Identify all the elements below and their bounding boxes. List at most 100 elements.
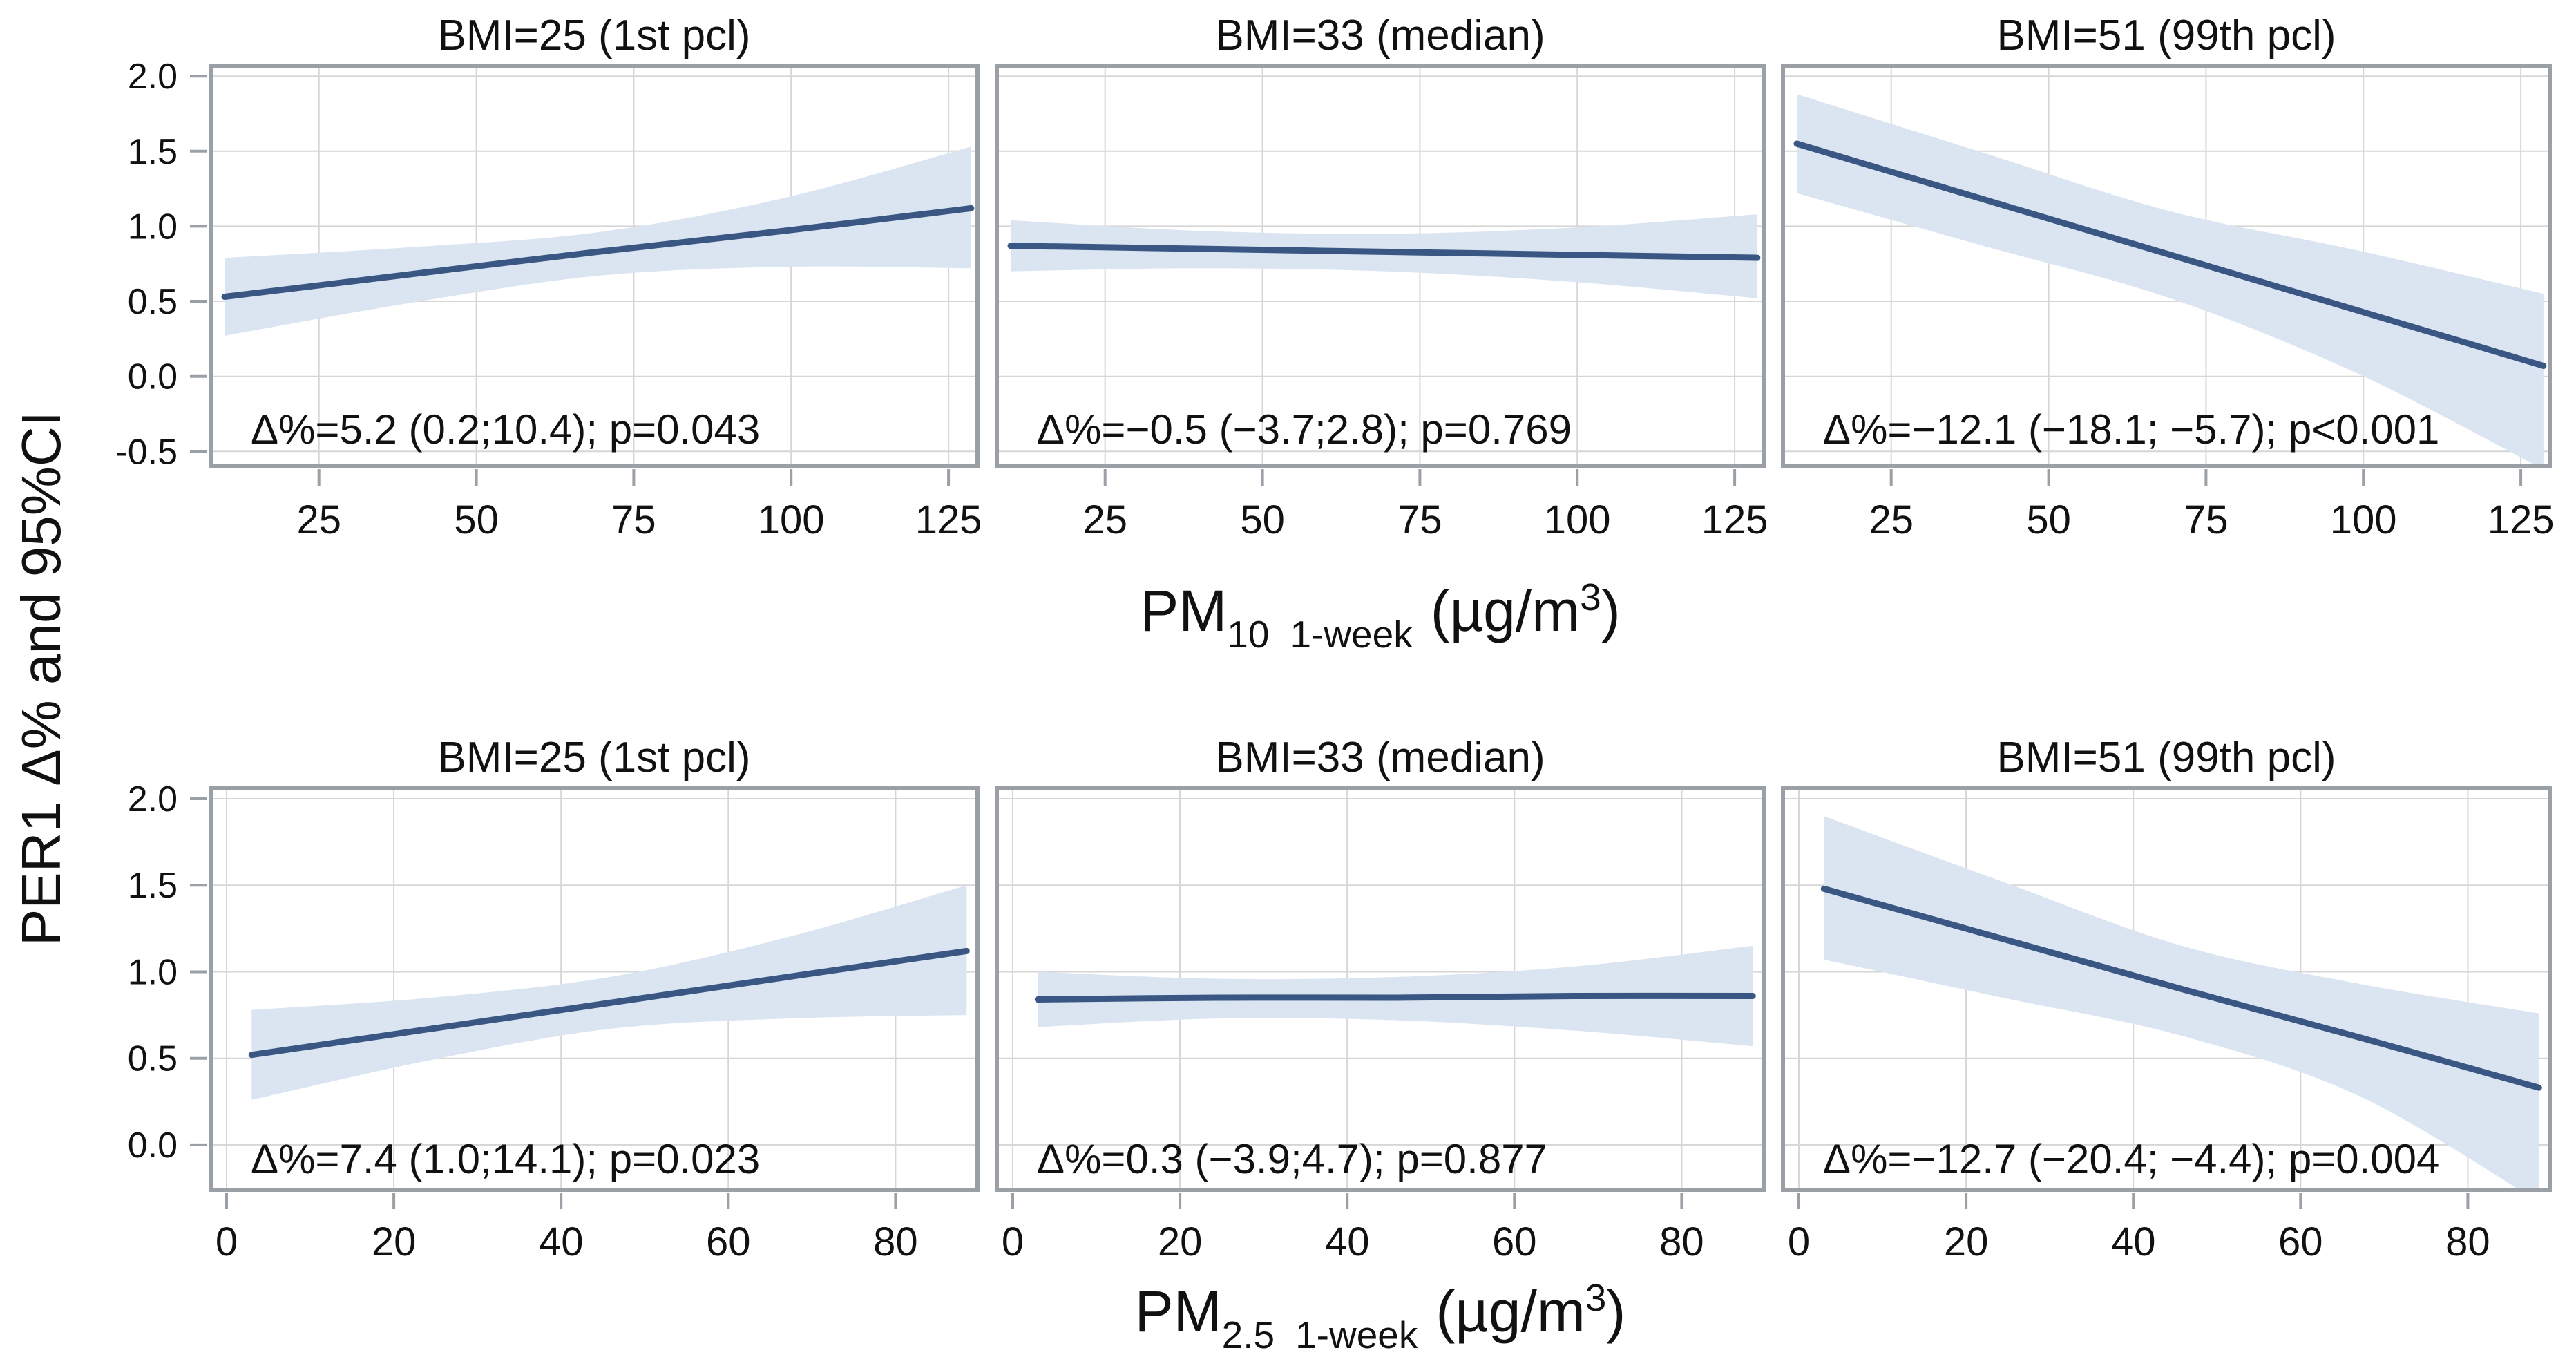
grid: [997, 66, 1764, 466]
x-tick-label: 40: [539, 1220, 584, 1264]
trend-line: [1820, 885, 2542, 1091]
x-tick-label: 50: [454, 497, 499, 542]
x-tick-label: 50: [2026, 497, 2071, 542]
unit-exponent: 3: [1585, 1276, 1607, 1319]
x-tick-label: 80: [873, 1220, 918, 1264]
x-tick-label: 25: [296, 497, 341, 542]
y-tick-label: 1.0: [128, 953, 178, 993]
trend-line: [1034, 992, 1756, 1003]
x-tick-label: 20: [372, 1220, 417, 1264]
confidence-band: [251, 885, 967, 1100]
x-tick-label: 0: [1002, 1220, 1024, 1264]
unit-close: ): [1601, 578, 1621, 643]
panel-border: [995, 64, 1766, 468]
panel-title: BMI=51 (99th pcl): [1996, 12, 2336, 59]
plot-panel: 25 50 75 100 125 2.0 1.5 1.0 0.5 0.0 -0.5 BMI=25 (1…: [115, 12, 982, 542]
y-axis-ticks: 2.0 1.5 1.0 0.5 0.0: [128, 779, 207, 1166]
effect-annotation: Δ%=−12.1 (−18.1; −5.7); p<0.001: [1823, 406, 2439, 453]
effect-annotation: Δ%=5.2 (0.2;10.4); p=0.043: [251, 406, 760, 453]
panel-border: [209, 786, 980, 1192]
pm-base: PM: [1134, 1279, 1222, 1344]
x-tick-label: 125: [915, 497, 982, 542]
panel-title: BMI=25 (1st pcl): [437, 12, 750, 59]
x-tick-label: 100: [1544, 497, 1611, 542]
x-tick-label: 100: [2330, 497, 2397, 542]
pm-size-subscript: 10: [1227, 613, 1270, 656]
panel-border: [1781, 64, 2552, 468]
unit-open: (µg/m: [1435, 1279, 1585, 1344]
x-axis-ticks: 25 50 75 100 125: [296, 469, 982, 542]
x-tick-label: 0: [1788, 1220, 1810, 1264]
x-axis-label-pm25: PM2.5 1-week (µg/m3): [211, 1276, 2550, 1356]
confidence-band: [1011, 214, 1757, 298]
x-axis-ticks: 25 50 75 100 125: [1869, 469, 2554, 542]
trend-line: [221, 205, 975, 300]
x-axis-label-pm10: PM10 1-week (µg/m3): [211, 576, 2550, 656]
confidence-band: [1797, 94, 2544, 466]
pm10-panel-row: 25 50 75 100 125 2.0 1.5 1.0 0.5 0.0 -0.5 BMI=25 (1…: [115, 12, 2554, 542]
plot-panel: 0 20 40 60 80 BMI=33 (median) Δ%=0.3 (−3.9;4.7…: [995, 734, 1766, 1264]
pm-base: PM: [1140, 578, 1228, 643]
x-tick-label: 100: [758, 497, 825, 542]
effect-annotation: Δ%=−0.5 (−3.7;2.8); p=0.769: [1037, 406, 1572, 453]
panel-border: [1781, 786, 2552, 1192]
x-tick-label: 80: [1659, 1220, 1704, 1264]
panel-title: BMI=33 (median): [1215, 734, 1545, 781]
y-tick-label: -0.5: [115, 432, 178, 472]
unit-exponent: 3: [1580, 576, 1601, 618]
panel-border: [209, 64, 980, 468]
trend-line: [1007, 243, 1761, 261]
y-tick-label: 0.0: [128, 1126, 178, 1166]
plot-panel: 0 20 40 60 80 BMI=51 (99th pcl) Δ%=−12.7 (−20.…: [1781, 734, 2552, 1264]
pm-window-subscript: 1-week: [1295, 1313, 1418, 1356]
panel-border: [995, 786, 1766, 1192]
x-tick-label: 125: [2488, 497, 2555, 542]
x-tick-label: 25: [1082, 497, 1127, 542]
x-tick-label: 75: [1397, 497, 1442, 542]
y-axis-ticks: 2.0 1.5 1.0 0.5 0.0 -0.5: [115, 57, 207, 472]
effect-annotation: Δ%=7.4 (1.0;14.1); p=0.023: [251, 1136, 760, 1182]
x-tick-label: 50: [1240, 497, 1285, 542]
x-tick-label: 125: [1701, 497, 1768, 542]
y-tick-label: 1.5: [128, 866, 178, 906]
y-tick-label: 0.5: [128, 1039, 178, 1079]
y-tick-label: 2.0: [128, 57, 178, 97]
x-tick-label: 60: [1492, 1220, 1537, 1264]
x-tick-label: 25: [1869, 497, 1914, 542]
pm25-panel-row: 0 20 40 60 80 2.0 1.5 1.0 0.5 0.0 BMI=25 (1st pcl)…: [128, 734, 2552, 1264]
panel-title: BMI=33 (median): [1215, 12, 1545, 59]
plot-panel: 0 20 40 60 80 2.0 1.5 1.0 0.5 0.0 BMI=25 (1st pcl)…: [128, 734, 980, 1264]
x-tick-label: 60: [706, 1220, 751, 1264]
plot-panel: 25 50 75 100 125 BMI=51 (99th pcl) Δ%=−12.1 (−…: [1781, 12, 2554, 542]
x-axis-ticks: 0 20 40 60 80: [1788, 1193, 2490, 1264]
confidence-band: [225, 146, 971, 336]
x-tick-label: 20: [1944, 1220, 1989, 1264]
trend-line: [248, 947, 970, 1059]
effect-annotation: Δ%=0.3 (−3.9;4.7); p=0.877: [1037, 1136, 1547, 1182]
y-tick-label: 1.0: [128, 207, 178, 247]
x-tick-label: 80: [2445, 1220, 2490, 1264]
unit-close: ): [1606, 1279, 1626, 1344]
pm-window-subscript: 1-week: [1290, 613, 1413, 656]
panel-title: BMI=25 (1st pcl): [437, 734, 750, 781]
x-tick-label: 0: [216, 1220, 238, 1264]
x-tick-label: 20: [1158, 1220, 1203, 1264]
x-axis-ticks: 0 20 40 60 80: [216, 1193, 918, 1264]
effect-annotation: Δ%=−12.7 (−20.4; −4.4); p=0.004: [1823, 1136, 2439, 1182]
trend-line: [1793, 140, 2547, 369]
pm-size-subscript: 2.5: [1221, 1313, 1275, 1356]
unit-open: (µg/m: [1430, 578, 1581, 643]
x-tick-label: 75: [611, 497, 656, 542]
x-tick-label: 60: [2278, 1220, 2323, 1264]
confidence-band: [1824, 816, 2539, 1190]
y-tick-label: 0.5: [128, 282, 178, 322]
x-axis-ticks: 0 20 40 60 80: [1002, 1193, 1704, 1264]
x-tick-label: 75: [2184, 497, 2229, 542]
x-tick-label: 40: [1325, 1220, 1370, 1264]
x-tick-label: 40: [2111, 1220, 2156, 1264]
x-axis-ticks: 25 50 75 100 125: [1082, 469, 1768, 542]
y-tick-label: 2.0: [128, 779, 178, 819]
panel-title: BMI=51 (99th pcl): [1996, 734, 2336, 781]
y-tick-label: 0.0: [128, 357, 178, 397]
